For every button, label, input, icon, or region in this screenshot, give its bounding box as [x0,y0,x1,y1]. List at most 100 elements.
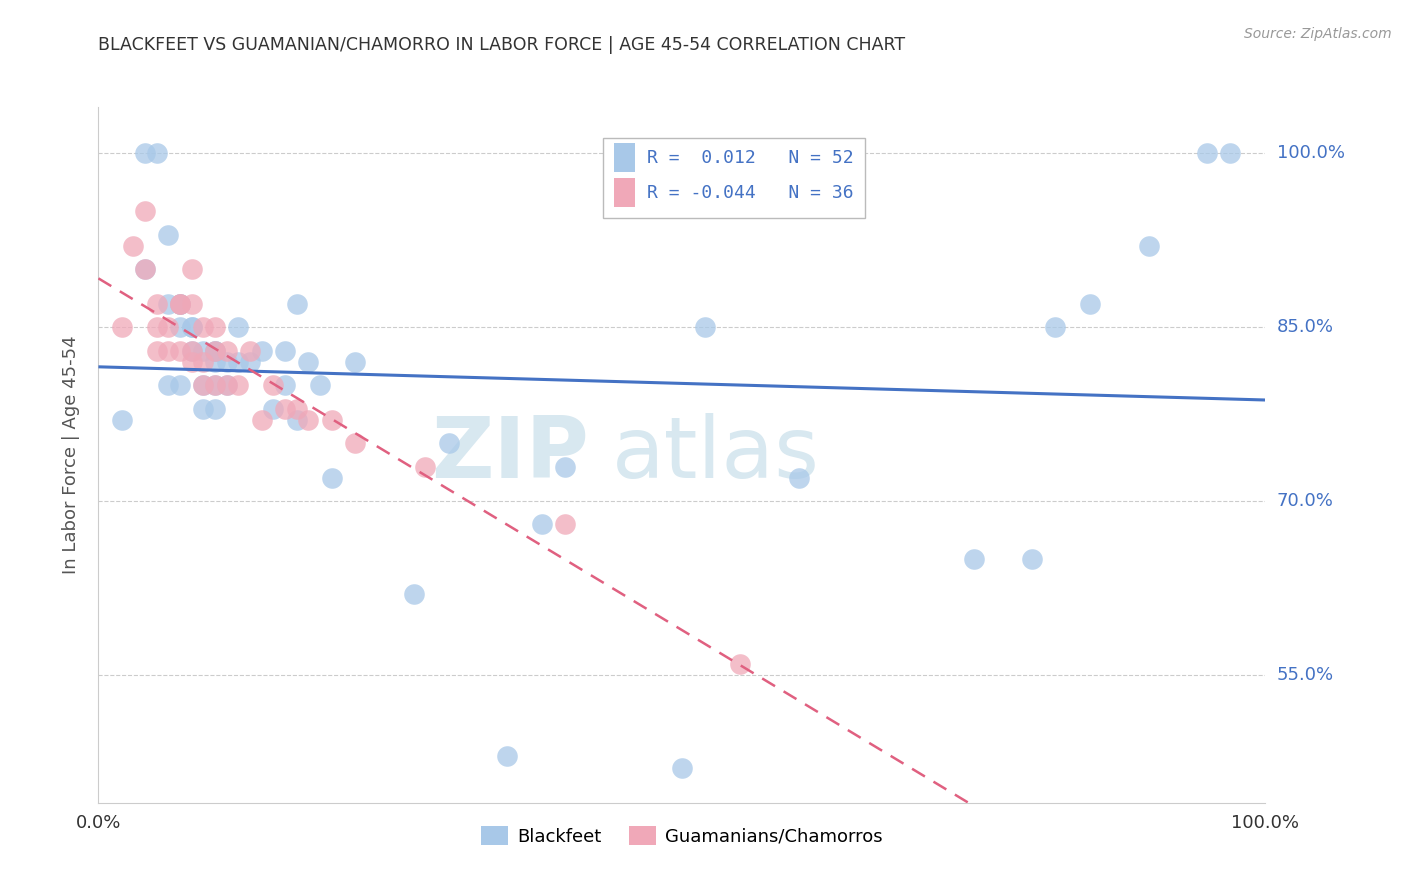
Point [180,343,202,358]
Text: Source: ZipAtlas.com: Source: ZipAtlas.com [1244,27,1392,41]
Point [204,343,226,358]
Point [180,343,202,358]
Point [134,262,156,277]
Point [111,320,134,334]
Point [146,297,169,311]
Point [204,343,226,358]
Point [193,378,215,392]
Point [180,262,202,277]
Text: 85.0%: 85.0% [1277,318,1333,336]
Point [321,413,343,427]
Point [437,436,460,450]
Point [146,146,169,161]
Point [285,413,308,427]
FancyBboxPatch shape [603,138,865,219]
Point [122,239,145,253]
Point [250,343,273,358]
Point [193,320,215,334]
Point [157,343,180,358]
Point [274,378,297,392]
Text: BLACKFEET VS GUAMANIAN/CHAMORRO IN LABOR FORCE | AGE 45-54 CORRELATION CHART: BLACKFEET VS GUAMANIAN/CHAMORRO IN LABOR… [98,36,905,54]
Point [180,320,202,334]
Point [1137,239,1160,253]
Point [169,297,191,311]
Point [413,459,436,474]
Text: 55.0%: 55.0% [1277,666,1334,684]
Point [297,413,319,427]
Point [262,401,284,416]
Point [204,320,226,334]
Point [262,378,284,392]
Point [250,413,273,427]
Point [1080,297,1102,311]
Point [146,343,169,358]
Point [496,749,519,764]
Point [215,378,238,392]
Text: R =  0.012   N = 52: R = 0.012 N = 52 [647,149,853,167]
Point [111,413,134,427]
Point [204,401,226,416]
Point [285,401,308,416]
Point [169,297,191,311]
Point [1195,146,1218,161]
Point [204,355,226,369]
Point [169,297,191,311]
Point [193,343,215,358]
Point [215,343,238,358]
Point [1219,146,1241,161]
Point [344,355,367,369]
Point [239,355,262,369]
Point [695,320,717,334]
Point [274,401,297,416]
FancyBboxPatch shape [614,178,636,207]
Text: 70.0%: 70.0% [1277,492,1333,510]
Point [274,343,297,358]
Point [169,297,191,311]
Text: R = -0.044   N = 36: R = -0.044 N = 36 [647,184,853,202]
Point [157,320,180,334]
Point [730,657,752,671]
Point [215,378,238,392]
Text: ZIP: ZIP [430,413,589,497]
Point [239,343,262,358]
Legend: Blackfeet, Guamanians/Chamorros: Blackfeet, Guamanians/Chamorros [474,819,890,853]
Point [169,378,191,392]
FancyBboxPatch shape [614,144,636,172]
Point [193,401,215,416]
Point [671,761,693,775]
Point [193,355,215,369]
Point [285,297,308,311]
Point [228,320,250,334]
Point [554,517,576,532]
Point [169,320,191,334]
Point [146,320,169,334]
Point [157,378,180,392]
Point [297,355,319,369]
Point [344,436,367,450]
Point [228,355,250,369]
Point [204,378,226,392]
Point [530,517,553,532]
Point [134,262,156,277]
Point [204,343,226,358]
Point [134,204,156,219]
Point [134,146,156,161]
Text: atlas: atlas [612,413,820,497]
Point [193,378,215,392]
Y-axis label: In Labor Force | Age 45-54: In Labor Force | Age 45-54 [62,335,80,574]
Point [554,459,576,474]
Point [309,378,332,392]
Point [402,587,425,601]
Point [204,378,226,392]
Point [180,320,202,334]
Point [228,378,250,392]
Point [157,227,180,242]
Point [1045,320,1067,334]
Point [157,297,180,311]
Text: 100.0%: 100.0% [1277,145,1344,162]
Point [962,552,984,566]
Point [787,471,810,485]
Point [169,343,191,358]
Point [180,297,202,311]
Point [180,355,202,369]
